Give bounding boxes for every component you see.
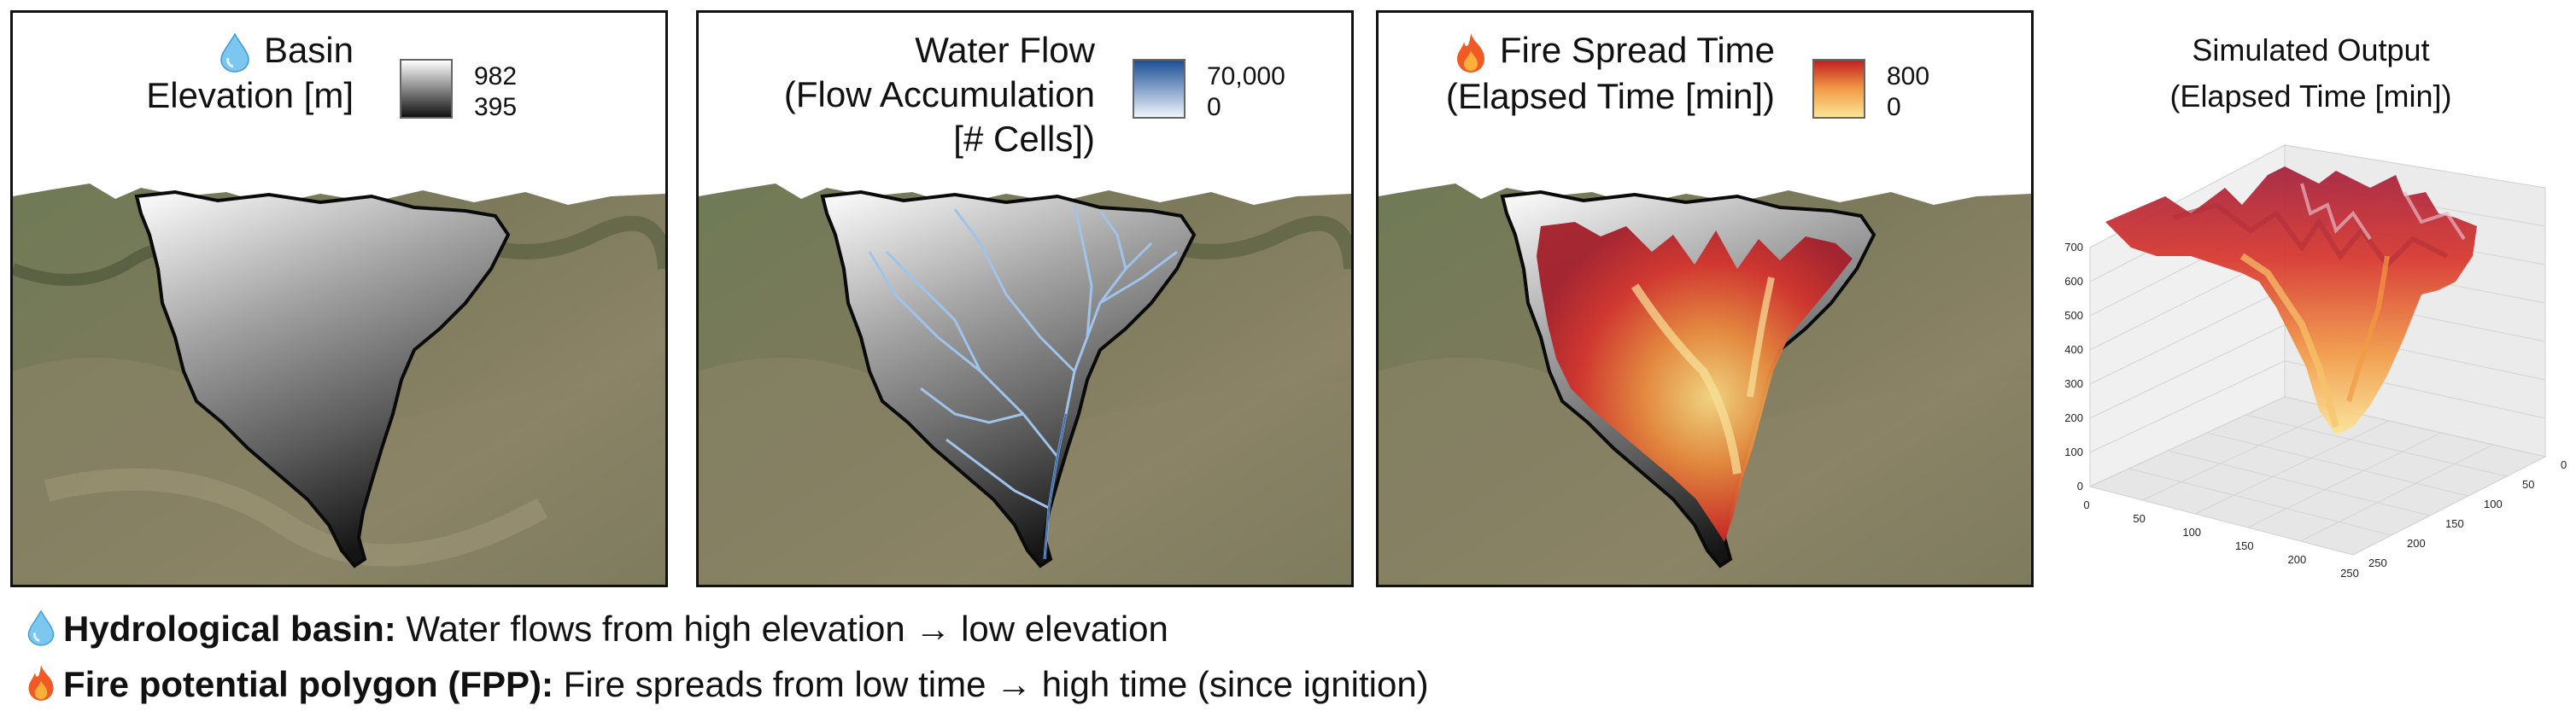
water-flow-title: Water Flow (Flow Accumulation [# Cells]): [784, 28, 1095, 161]
legend-min-label: 0: [1207, 93, 1221, 121]
basin-polygon: [820, 189, 1197, 568]
y-tick-label: 150: [2445, 517, 2464, 530]
title-line: Fire Spread Time: [1499, 30, 1775, 70]
z-tick-label: 400: [2064, 343, 2083, 356]
elevation-map: [13, 184, 665, 585]
x-tick-label: 150: [2235, 539, 2254, 552]
fire-spread-panel: Fire Spread Time (Elapsed Time [min]) 80…: [1376, 10, 2034, 587]
z-tick-label: 700: [2064, 241, 2083, 254]
water-drop-icon: [220, 32, 250, 73]
caption-text: Water flows from high elevation → low el…: [395, 609, 1168, 649]
legend-max-label: 800: [1887, 62, 1930, 90]
caption-term: Hydrological basin:: [63, 609, 396, 649]
flow-colorbar: [1133, 59, 1186, 119]
y-tick-label: 250: [2368, 557, 2387, 569]
caption-text: Fire spreads from low time → high time (…: [553, 664, 1429, 704]
legend-min-label: 0: [1887, 93, 1901, 121]
y-tick-label: 50: [2522, 478, 2534, 491]
plot-title-block: Simulated Output (Elapsed Time [min]): [2046, 27, 2576, 120]
plot-title: Simulated Output: [2192, 32, 2430, 67]
x-tick-label: 0: [2083, 498, 2089, 511]
legend-min-label: 395: [474, 93, 518, 121]
fire-colorbar: [1812, 59, 1865, 119]
x-tick-label: 50: [2133, 512, 2145, 525]
fire-spread-title: Fire Spread Time (Elapsed Time [min]): [1446, 28, 1775, 119]
elevation-colorbar: [400, 59, 453, 119]
z-tick-label: 500: [2064, 309, 2083, 322]
title-line: Water Flow: [915, 30, 1095, 70]
x-tick-label: 250: [2340, 567, 2359, 580]
basin-polygon: [134, 189, 511, 568]
x-tick-label: 200: [2288, 553, 2307, 566]
fire-icon: [1457, 32, 1485, 73]
water-flow-panel: Water Flow (Flow Accumulation [# Cells])…: [696, 10, 1354, 587]
title-line: Basin: [263, 30, 354, 70]
z-tick-label: 600: [2064, 275, 2083, 288]
elapsed-time-surface: [2105, 166, 2477, 435]
title-line: (Elapsed Time [min]): [1445, 75, 1775, 116]
fire-potential-polygon-caption: Fire potential polygon (FPP): Fire sprea…: [24, 662, 1429, 707]
hydrological-basin-caption: Hydrological basin: Water flows from hig…: [24, 607, 1168, 651]
legend-max-label: 70,000: [1207, 62, 1285, 90]
y-tick-label: 0: [2561, 458, 2567, 471]
caption-term: Fire potential polygon (FPP):: [63, 664, 553, 704]
fire-spread-map: [1379, 184, 2031, 585]
title-line: (Flow Accumulation: [783, 74, 1095, 114]
z-tick-label: 300: [2064, 377, 2083, 390]
water-drop-icon: [27, 609, 55, 646]
z-tick-label: 200: [2064, 411, 2083, 424]
title-line: [# Cells]): [953, 119, 1095, 159]
legend-max-label: 982: [474, 62, 518, 90]
surface-3d-chart: 0 100 200 300 400 500 600 700 0 50 100 150 200 250 0…: [2064, 144, 2567, 580]
flow-accumulation-map: [699, 184, 1351, 585]
plot-subtitle: (Elapsed Time [min]): [2169, 79, 2452, 114]
z-tick-label: 0: [2077, 480, 2083, 493]
elevation-title: Basin Elevation [m]: [146, 28, 354, 118]
fire-icon: [28, 665, 54, 701]
y-tick-label: 100: [2484, 498, 2503, 510]
z-tick-label: 100: [2064, 446, 2083, 458]
title-line: Elevation [m]: [146, 74, 354, 115]
simulated-output-plot: Simulated Output (Elapsed Time [min]) 0 1…: [2046, 0, 2576, 598]
x-tick-label: 100: [2182, 526, 2201, 539]
y-tick-label: 200: [2407, 537, 2426, 550]
fire-potential-polygon: [1537, 222, 1853, 542]
elevation-panel: Basin Elevation [m] 982 395: [10, 10, 668, 587]
